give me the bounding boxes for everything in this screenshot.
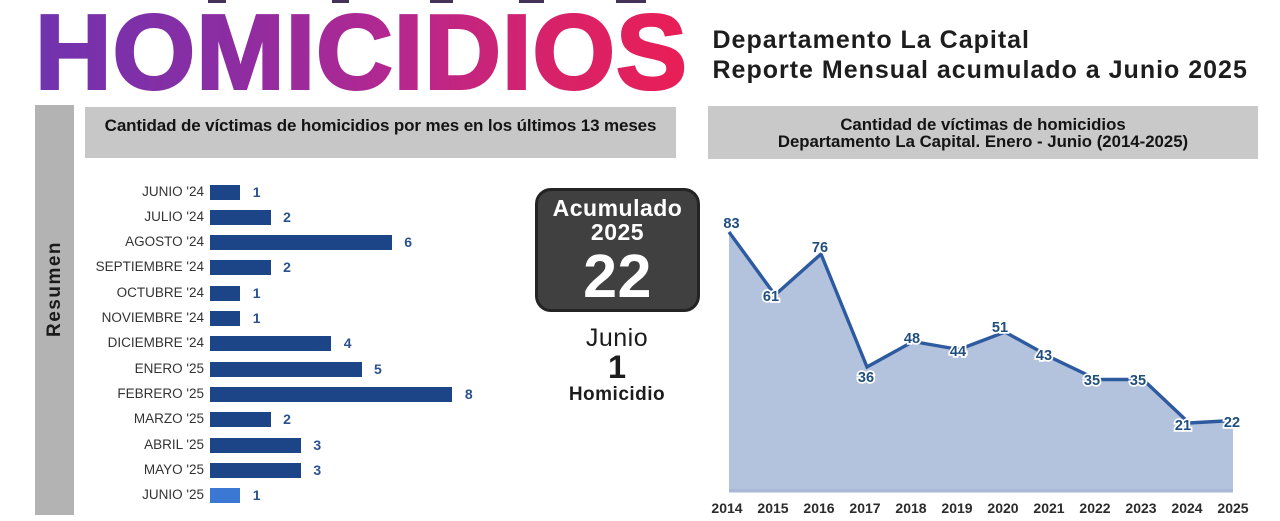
svg-text:61: 61	[763, 289, 779, 305]
svg-text:2024: 2024	[1171, 500, 1202, 516]
svg-text:2023: 2023	[1125, 500, 1156, 516]
svg-text:2016: 2016	[803, 500, 834, 516]
svg-text:2014: 2014	[711, 500, 742, 516]
svg-text:36: 36	[858, 370, 874, 386]
svg-text:22: 22	[1224, 415, 1240, 431]
svg-text:76: 76	[812, 240, 828, 256]
svg-text:2015: 2015	[757, 500, 788, 516]
svg-text:2022: 2022	[1079, 500, 1110, 516]
svg-text:51: 51	[992, 320, 1008, 336]
svg-text:35: 35	[1130, 373, 1146, 389]
svg-text:2025: 2025	[1217, 500, 1248, 516]
svg-text:2017: 2017	[849, 500, 880, 516]
svg-text:43: 43	[1036, 348, 1052, 364]
svg-text:21: 21	[1175, 418, 1191, 434]
svg-text:2021: 2021	[1033, 500, 1064, 516]
svg-text:HOMICIDIOS: HOMICIDIOS	[35, 0, 688, 110]
svg-text:44: 44	[950, 344, 966, 360]
svg-text:2019: 2019	[941, 500, 972, 516]
svg-text:2020: 2020	[987, 500, 1018, 516]
svg-text:83: 83	[723, 216, 739, 232]
svg-text:2018: 2018	[895, 500, 926, 516]
svg-text:35: 35	[1084, 373, 1100, 389]
svg-text:48: 48	[904, 331, 920, 347]
